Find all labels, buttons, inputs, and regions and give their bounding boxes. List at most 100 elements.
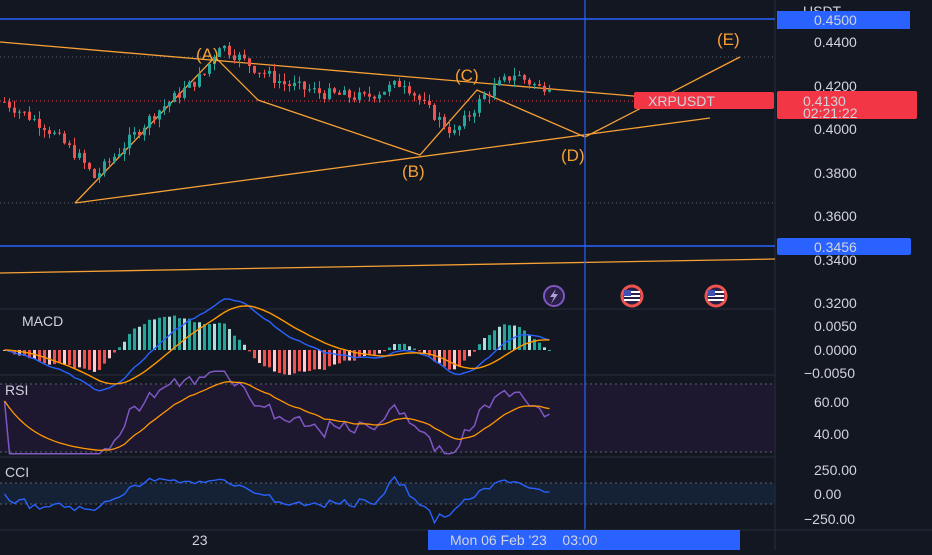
- macd-bar: [318, 350, 321, 370]
- macd-bar: [28, 350, 31, 359]
- us-flag-icon[interactable]: [704, 284, 728, 308]
- macd-bar: [268, 350, 271, 368]
- candle-body: [403, 86, 406, 88]
- candle-body: [368, 93, 371, 97]
- macd-bar: [408, 346, 411, 350]
- candle-body: [13, 107, 16, 113]
- candle-body: [363, 92, 366, 94]
- candle-body: [258, 72, 261, 74]
- candle-body: [313, 88, 316, 90]
- candle-body: [413, 93, 416, 96]
- candle-body: [48, 130, 51, 134]
- macd-bar: [523, 330, 526, 350]
- macd-bar: [323, 350, 326, 370]
- candle-body: [433, 104, 436, 120]
- candle-body: [43, 127, 46, 131]
- macd-bar: [218, 322, 221, 350]
- macd-bar: [383, 350, 386, 352]
- candle-body: [323, 93, 326, 100]
- candle-body: [533, 84, 536, 86]
- trendline-lower[interactable]: [74, 117, 711, 204]
- candle-body: [88, 162, 91, 169]
- macd-bar: [273, 350, 276, 372]
- symbol-tag: [634, 92, 774, 109]
- candle-body: [543, 85, 546, 92]
- macd-bar: [258, 350, 261, 363]
- candle-body: [513, 75, 516, 81]
- macd-bar: [423, 350, 426, 354]
- macd-bar: [538, 342, 541, 350]
- macd-bar: [338, 350, 341, 364]
- candle-body: [508, 76, 511, 81]
- price-axis[interactable]: USDT 0.4500 0.4400 0.4200 0.4000 0.3800 …: [777, 3, 917, 527]
- macd-bar: [413, 348, 416, 350]
- symbol-name: XRPUSDT: [648, 93, 715, 109]
- candle-body: [458, 126, 461, 131]
- price-tick-1: 0.4200: [814, 78, 857, 94]
- candle-body: [528, 79, 531, 85]
- rsi-line: [3, 370, 550, 455]
- signal-line: [4, 305, 550, 385]
- candle-body: [133, 131, 136, 135]
- candle-body: [118, 153, 121, 157]
- macd-label: MACD: [22, 313, 63, 329]
- candle-body: [338, 92, 341, 95]
- price-tick-3: 0.3800: [814, 165, 857, 181]
- macd-bar: [168, 316, 171, 350]
- candle-body: [518, 75, 521, 77]
- candle-body: [228, 45, 231, 56]
- candle-body: [218, 48, 221, 58]
- candle-body: [193, 81, 196, 87]
- macd-bar: [48, 350, 51, 365]
- macd-bar: [173, 315, 176, 350]
- macd-bar: [73, 350, 76, 369]
- candle-body: [348, 90, 351, 98]
- candle-body: [423, 99, 426, 102]
- macd-bar: [43, 350, 46, 364]
- candle-body: [33, 118, 36, 120]
- macd-bar: [448, 350, 451, 370]
- candle-body: [398, 80, 401, 88]
- candle-body: [98, 173, 101, 179]
- macd-bar: [203, 324, 206, 350]
- macd-bar: [288, 350, 291, 375]
- macd-bar: [233, 335, 236, 350]
- macd-bar: [243, 344, 246, 350]
- candle-body: [298, 81, 301, 83]
- candle-body: [238, 54, 241, 60]
- candle-body: [153, 116, 156, 120]
- macd-bar: [88, 350, 91, 370]
- macd-bar: [293, 350, 296, 374]
- us-flag-icon[interactable]: [620, 284, 644, 308]
- macd-bar: [13, 350, 16, 355]
- lightning-icon[interactable]: [543, 285, 565, 307]
- macd-bar: [313, 350, 316, 370]
- candle-body: [8, 101, 11, 108]
- candle-body: [83, 152, 86, 163]
- macd-bar: [428, 350, 431, 356]
- candle-body: [548, 89, 551, 92]
- macd-bar: [548, 349, 551, 351]
- candle-body: [198, 73, 201, 87]
- macd-bar: [158, 317, 161, 350]
- candle-body: [223, 45, 226, 49]
- candle-body: [18, 111, 21, 113]
- macd-bar: [363, 350, 366, 356]
- candle-body: [463, 115, 466, 127]
- candle-body: [263, 72, 266, 74]
- candle-body: [23, 111, 26, 113]
- macd-bar: [483, 338, 486, 350]
- candle-body: [283, 81, 286, 85]
- macd-bar: [53, 350, 56, 365]
- macd-bar: [213, 323, 216, 350]
- wave-label-d: (D): [561, 146, 585, 165]
- rsi-band: [0, 384, 775, 452]
- rsi-ma-line: [3, 381, 550, 451]
- candle-body: [168, 102, 171, 107]
- trendline-upper[interactable]: [0, 41, 646, 98]
- macd-bar: [143, 324, 146, 350]
- pattern-drawing[interactable]: [0, 41, 776, 274]
- trendline-long[interactable]: [0, 258, 776, 274]
